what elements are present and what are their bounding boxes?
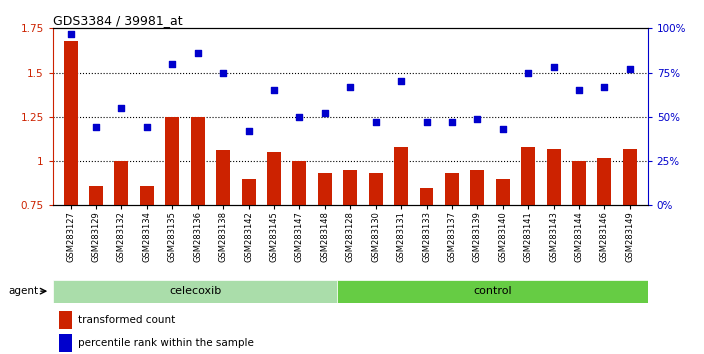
Bar (115, 161, 128, 205)
Point (218, 70, 229, 75)
Point (472, 116, 483, 121)
Point (446, 119, 458, 125)
Bar (191, 117, 205, 205)
Point (421, 119, 432, 125)
Point (268, 87, 279, 93)
Point (522, 70, 534, 75)
Bar (337, 280, 648, 303)
Point (624, 66, 636, 72)
Bar (89, 186, 103, 205)
Text: celecoxib: celecoxib (169, 286, 221, 296)
Bar (344, 170, 357, 205)
Point (90, 125, 101, 130)
Bar (241, 179, 256, 205)
Text: agent: agent (8, 286, 38, 296)
Bar (318, 173, 332, 205)
Point (116, 105, 127, 111)
Bar (470, 170, 484, 205)
Point (192, 50, 203, 56)
Bar (216, 150, 230, 205)
Point (167, 61, 178, 67)
Bar (598, 158, 612, 205)
Bar (165, 117, 180, 205)
Point (370, 119, 382, 125)
Bar (63, 41, 77, 205)
Text: GDS3384 / 39981_at: GDS3384 / 39981_at (53, 14, 182, 27)
Point (396, 79, 407, 84)
Point (319, 110, 330, 116)
Point (294, 114, 305, 120)
Bar (58, 334, 72, 352)
Bar (58, 311, 72, 329)
Bar (369, 173, 383, 205)
Bar (546, 149, 560, 205)
Point (497, 126, 508, 132)
Text: transformed count: transformed count (77, 315, 175, 325)
Bar (496, 179, 510, 205)
Bar (420, 188, 434, 205)
Bar (140, 186, 154, 205)
Bar (572, 161, 586, 205)
Point (243, 128, 254, 134)
Text: control: control (473, 286, 512, 296)
Bar (267, 152, 281, 205)
Bar (292, 161, 306, 205)
Bar (394, 147, 408, 205)
Point (345, 84, 356, 90)
Point (599, 84, 610, 90)
Point (65, 31, 76, 36)
Bar (623, 149, 637, 205)
Point (574, 87, 585, 93)
Bar (53, 280, 337, 303)
Point (548, 64, 559, 70)
Point (142, 125, 153, 130)
Bar (445, 173, 459, 205)
Text: percentile rank within the sample: percentile rank within the sample (77, 338, 253, 348)
Bar (521, 147, 535, 205)
